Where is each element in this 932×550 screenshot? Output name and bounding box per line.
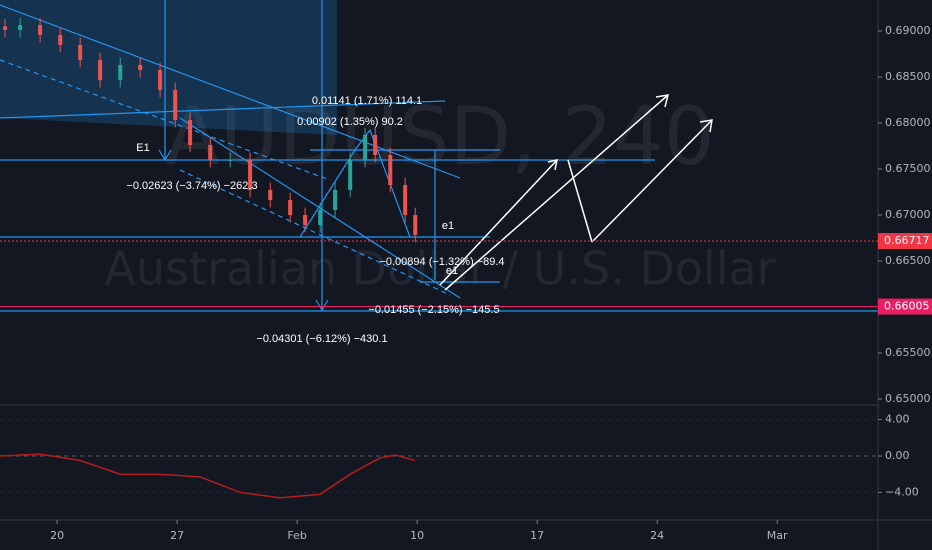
projection-arrow: [444, 94, 669, 291]
candle-body: [38, 25, 43, 35]
y-tick-label: 0.65000: [885, 392, 931, 405]
x-tick-label: 27: [170, 529, 184, 542]
y-tick-label: 0.00: [885, 449, 910, 462]
measure-label: 0.01141 (1.71%) 114.1: [312, 95, 422, 107]
price-label-bg: [878, 298, 932, 315]
candle-body: [318, 210, 323, 226]
arrow-head: [315, 299, 329, 312]
x-tick-label: Feb: [287, 529, 306, 542]
candle-body: [138, 65, 143, 71]
candle-body: [388, 155, 393, 186]
projection-arrow: [567, 159, 593, 243]
x-tick-label: 20: [50, 529, 64, 542]
candle-body: [78, 44, 83, 60]
candle-body: [413, 215, 418, 235]
candle-body: [248, 159, 253, 190]
measure-label: −0.02623 (−3.74%) −262.3: [126, 180, 257, 192]
candle-body: [18, 25, 23, 30]
x-tick-label: Mar: [767, 529, 788, 542]
candle-body: [403, 185, 408, 216]
candle-body: [333, 189, 338, 211]
watermark-name: Australian Dollar / U.S. Dollar: [104, 242, 775, 296]
candle-body: [208, 144, 213, 160]
x-tick-label: 17: [530, 529, 544, 542]
y-tick-label: 0.69000: [885, 24, 931, 37]
candle-body: [363, 134, 368, 160]
candle-body: [58, 34, 63, 45]
candle-body: [173, 89, 178, 120]
candle-body: [373, 134, 378, 156]
measure-label: −0.00894 (−1.32%) −89.4: [379, 256, 504, 268]
candle-body: [188, 119, 193, 145]
measure-label: −0.04301 (−6.12%) −430.1: [256, 333, 387, 345]
channel-mid: [179, 169, 451, 296]
arrow-head: [547, 159, 558, 171]
arrow-head: [655, 94, 670, 108]
y-tick-label: 0.68500: [885, 70, 931, 83]
candle-body: [348, 159, 353, 190]
channel-line: [0, 100, 446, 119]
candle-body: [118, 65, 123, 81]
candle-body: [288, 200, 293, 216]
projection-arrow: [439, 159, 558, 286]
price-label: 0.66717: [884, 234, 930, 247]
measure-label: E1: [136, 142, 149, 154]
y-tick-label: 0.68000: [885, 116, 931, 129]
y-tick-label: −4.00: [885, 485, 919, 498]
price-label-bg: [878, 233, 932, 250]
shaded-box: [0, 0, 337, 135]
x-tick-label: 10: [410, 529, 424, 542]
candle-body: [98, 59, 103, 81]
oscillator-line: [0, 453, 416, 499]
y-tick-label: 0.67500: [885, 162, 931, 175]
candle-body: [303, 215, 308, 226]
measure-label: e1: [446, 265, 458, 277]
measure-label: e1: [442, 220, 454, 232]
y-tick-label: 0.67000: [885, 208, 931, 221]
candle-body: [3, 26, 8, 30]
y-tick-label: 4.00: [885, 413, 910, 426]
price-label: 0.66005: [884, 300, 930, 313]
candle-body: [268, 189, 273, 201]
y-tick-label: 0.65500: [885, 346, 931, 359]
y-tick-label: 0.66500: [885, 254, 931, 267]
arrow-head: [699, 119, 713, 133]
candle-body: [228, 159, 233, 161]
candle-body: [158, 70, 163, 90]
channel-line: [0, 4, 461, 179]
measure-label: −0.01455 (−2.15%) −145.5: [368, 304, 499, 316]
projection-arrow: [591, 119, 713, 243]
x-tick-label: 24: [650, 529, 664, 542]
measure-label: 0.00902 (1.35%) 90.2: [297, 116, 403, 128]
